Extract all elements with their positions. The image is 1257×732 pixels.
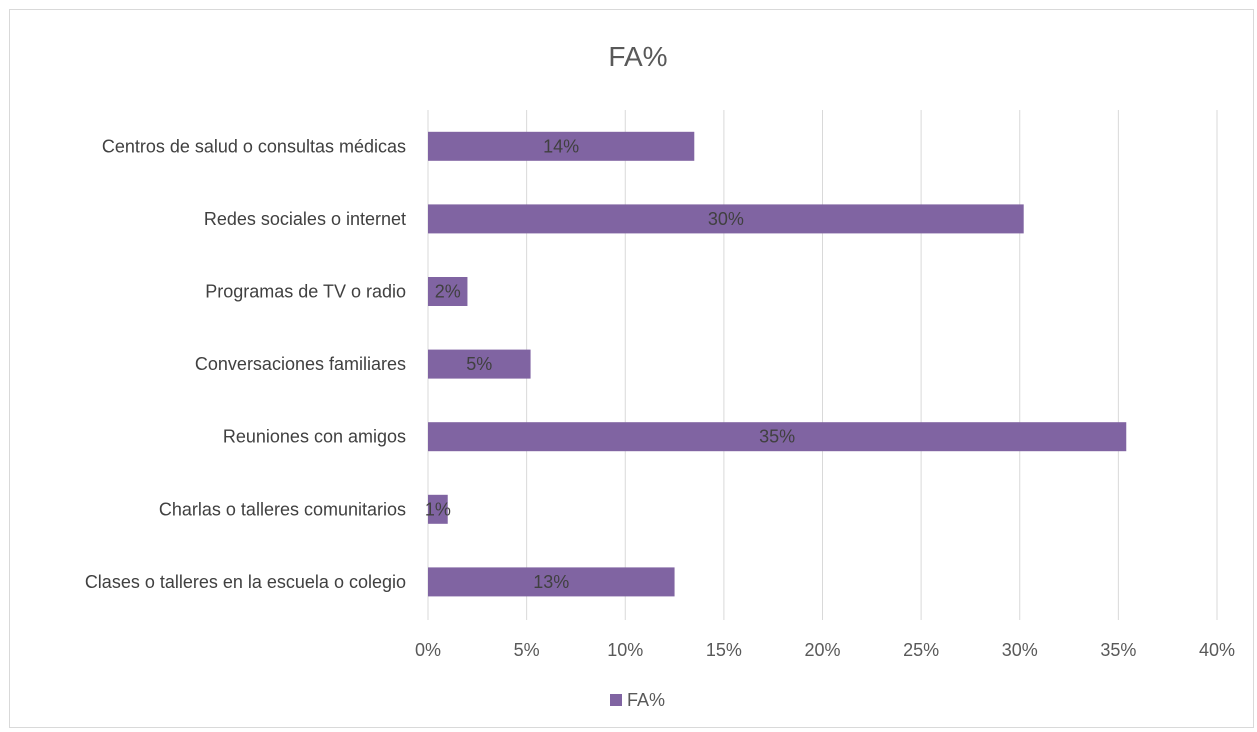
data-label: 30% (708, 209, 744, 229)
bar (428, 422, 1127, 452)
x-tick-label: 20% (804, 640, 840, 660)
chart-title: FA% (608, 41, 667, 72)
x-axis-ticks: 0% 5% 10% 15% 20% 25% 30% 35% 40% (415, 640, 1235, 660)
category-label: Redes sociales o internet (204, 209, 406, 229)
legend-swatch (610, 694, 622, 706)
x-tick-label: 0% (415, 640, 441, 660)
legend-label: FA% (627, 690, 665, 710)
x-tick-label: 5% (514, 640, 540, 660)
bar (428, 349, 531, 379)
x-tick-label: 25% (903, 640, 939, 660)
x-tick-label: 15% (706, 640, 742, 660)
gridlines (427, 110, 1218, 620)
data-label: 14% (543, 136, 579, 156)
bar (428, 494, 448, 524)
bar (428, 567, 675, 597)
x-tick-label: 40% (1199, 640, 1235, 660)
bar (428, 204, 1024, 234)
x-tick-label: 10% (607, 640, 643, 660)
data-label: 5% (466, 354, 492, 374)
x-tick-label: 35% (1100, 640, 1136, 660)
category-label: Centros de salud o consultas médicas (102, 136, 406, 156)
category-label: Reuniones con amigos (223, 427, 406, 447)
category-label: Conversaciones familiares (195, 354, 406, 374)
category-label: Charlas o talleres comunitarios (159, 499, 406, 519)
data-label: 13% (533, 572, 569, 592)
category-label: Clases o talleres en la escuela o colegi… (85, 572, 406, 592)
data-label: 35% (759, 427, 795, 447)
data-label: 1% (425, 499, 451, 519)
category-label: Programas de TV o radio (205, 282, 406, 302)
bar (428, 131, 695, 161)
bar (428, 277, 468, 306)
category-labels: Centros de salud o consultas médicas Rede… (85, 136, 406, 592)
data-label: 2% (435, 282, 461, 302)
chart-frame (9, 9, 1254, 728)
bars: 14% 30% 2% 5% 35% 1% 13% (425, 131, 1127, 597)
legend: FA% (610, 690, 665, 710)
x-tick-label: 30% (1002, 640, 1038, 660)
